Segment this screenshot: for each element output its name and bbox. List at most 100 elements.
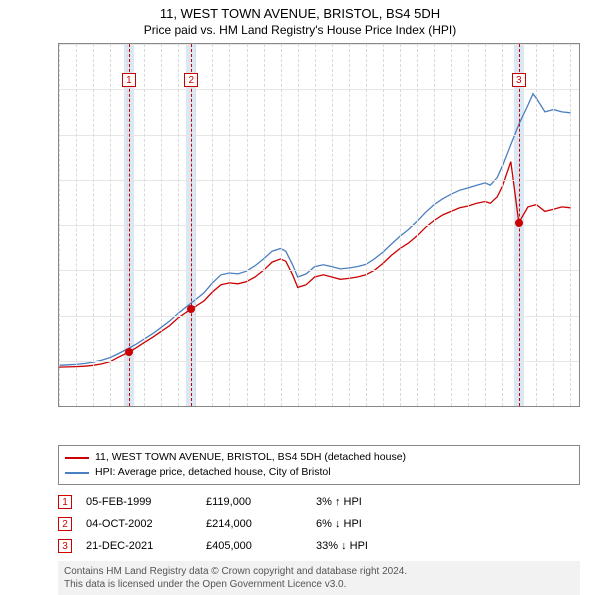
x-tick-label: 1995 (58, 406, 66, 407)
gridline-v (349, 44, 350, 406)
sales-row: 3 21-DEC-2021£405,00033% ↓ HPI (58, 535, 580, 557)
gridline-v (417, 44, 418, 406)
x-tick-label: 2002 (171, 406, 185, 407)
gridline-h (59, 44, 579, 45)
gridline-h (59, 270, 579, 271)
gridline-v (315, 44, 316, 406)
x-tick-label: 2003 (188, 406, 202, 407)
x-tick-label: 2001 (154, 406, 168, 407)
gridline-v (468, 44, 469, 406)
x-tick-label: 2009 (291, 406, 305, 407)
gridline-v (281, 44, 282, 406)
plot-area: £0£100K£200K£300K£400K£500K£600K£700K£80… (58, 43, 580, 407)
gridline-h (59, 89, 579, 90)
sales-row-index: 1 (58, 495, 72, 509)
x-tick-label: 2013 (359, 406, 373, 407)
legend-item: HPI: Average price, detached house, City… (65, 465, 573, 480)
gridline-v (485, 44, 486, 406)
gridline-h (59, 180, 579, 181)
gridline-v (434, 44, 435, 406)
legend-label: 11, WEST TOWN AVENUE, BRISTOL, BS4 5DH (… (95, 450, 406, 465)
gridline-v (110, 44, 111, 406)
x-tick-label: 2022 (512, 406, 526, 407)
x-tick-label: 2025 (563, 406, 577, 407)
sales-row-date: 21-DEC-2021 (86, 540, 206, 552)
chart-title: 11, WEST TOWN AVENUE, BRISTOL, BS4 5DH (0, 6, 600, 21)
chart-subtitle: Price paid vs. HM Land Registry's House … (0, 23, 600, 37)
sale-line (191, 44, 192, 406)
gridline-h (59, 135, 579, 136)
legend: 11, WEST TOWN AVENUE, BRISTOL, BS4 5DH (… (58, 445, 580, 485)
gridline-h (59, 361, 579, 362)
gridline-h (59, 316, 579, 317)
sales-row-delta: 33% ↓ HPI (316, 540, 580, 552)
x-tick-label: 2008 (274, 406, 288, 407)
gridline-v (298, 44, 299, 406)
sales-row-index: 2 (58, 517, 72, 531)
gridline-v (332, 44, 333, 406)
gridline-v (553, 44, 554, 406)
sales-row-delta: 3% ↑ HPI (316, 496, 580, 508)
gridline-h (59, 406, 579, 407)
x-tick-label: 1999 (120, 406, 134, 407)
gridline-v (161, 44, 162, 406)
x-tick-label: 2014 (376, 406, 390, 407)
gridline-v (451, 44, 452, 406)
chart-header: 11, WEST TOWN AVENUE, BRISTOL, BS4 5DH P… (0, 0, 600, 37)
footnote-line: This data is licensed under the Open Gov… (64, 578, 574, 591)
footnote-line: Contains HM Land Registry data © Crown c… (64, 565, 574, 578)
gridline-v (229, 44, 230, 406)
x-tick-label: 2023 (529, 406, 543, 407)
sale-annotation-box: 2 (184, 73, 198, 87)
sales-row: 2 04-OCT-2002£214,0006% ↓ HPI (58, 513, 580, 535)
x-tick-label: 2010 (308, 406, 322, 407)
sales-table: 105-FEB-1999£119,0003% ↑ HPI204-OCT-2002… (58, 491, 580, 557)
sales-row-price: £214,000 (206, 518, 316, 530)
x-tick-label: 1998 (103, 406, 117, 407)
x-tick-label: 2006 (240, 406, 254, 407)
x-tick-label: 2012 (342, 406, 356, 407)
legend-label: HPI: Average price, detached house, City… (95, 465, 331, 480)
x-tick-label: 2007 (257, 406, 271, 407)
x-tick-label: 2016 (410, 406, 424, 407)
gridline-h (59, 225, 579, 226)
sales-row: 105-FEB-1999£119,0003% ↑ HPI (58, 491, 580, 513)
x-tick-label: 2015 (393, 406, 407, 407)
sale-marker-dot (187, 305, 195, 313)
sale-annotation-box: 3 (512, 73, 526, 87)
sales-row-delta: 6% ↓ HPI (316, 518, 580, 530)
gridline-v (144, 44, 145, 406)
gridline-v (212, 44, 213, 406)
sales-row-price: £405,000 (206, 540, 316, 552)
x-tick-label: 2000 (137, 406, 151, 407)
x-tick-label: 1997 (86, 406, 100, 407)
x-tick-label: 2018 (444, 406, 458, 407)
gridline-v (93, 44, 94, 406)
sale-marker-dot (125, 348, 133, 356)
x-tick-label: 2020 (478, 406, 492, 407)
gridline-v (59, 44, 60, 406)
gridline-v (570, 44, 571, 406)
gridline-v (76, 44, 77, 406)
gridline-v (536, 44, 537, 406)
x-tick-label: 2019 (461, 406, 475, 407)
x-tick-label: 2024 (546, 406, 560, 407)
gridline-v (264, 44, 265, 406)
x-tick-label: 2004 (205, 406, 219, 407)
x-tick-label: 2011 (325, 406, 339, 407)
gridline-v (178, 44, 179, 406)
gridline-v (247, 44, 248, 406)
chart: £0£100K£200K£300K£400K£500K£600K£700K£80… (12, 43, 580, 445)
sale-marker-dot (515, 219, 523, 227)
gridline-v (400, 44, 401, 406)
gridline-v (502, 44, 503, 406)
legend-item: 11, WEST TOWN AVENUE, BRISTOL, BS4 5DH (… (65, 450, 573, 465)
sale-annotation-box: 1 (122, 73, 136, 87)
sales-row-index: 3 (58, 539, 72, 553)
sales-row-date: 04-OCT-2002 (86, 518, 206, 530)
x-tick-label: 1996 (69, 406, 83, 407)
sales-row-date: 05-FEB-1999 (86, 496, 206, 508)
x-tick-label: 2017 (427, 406, 441, 407)
gridline-v (195, 44, 196, 406)
legend-swatch (65, 472, 89, 474)
